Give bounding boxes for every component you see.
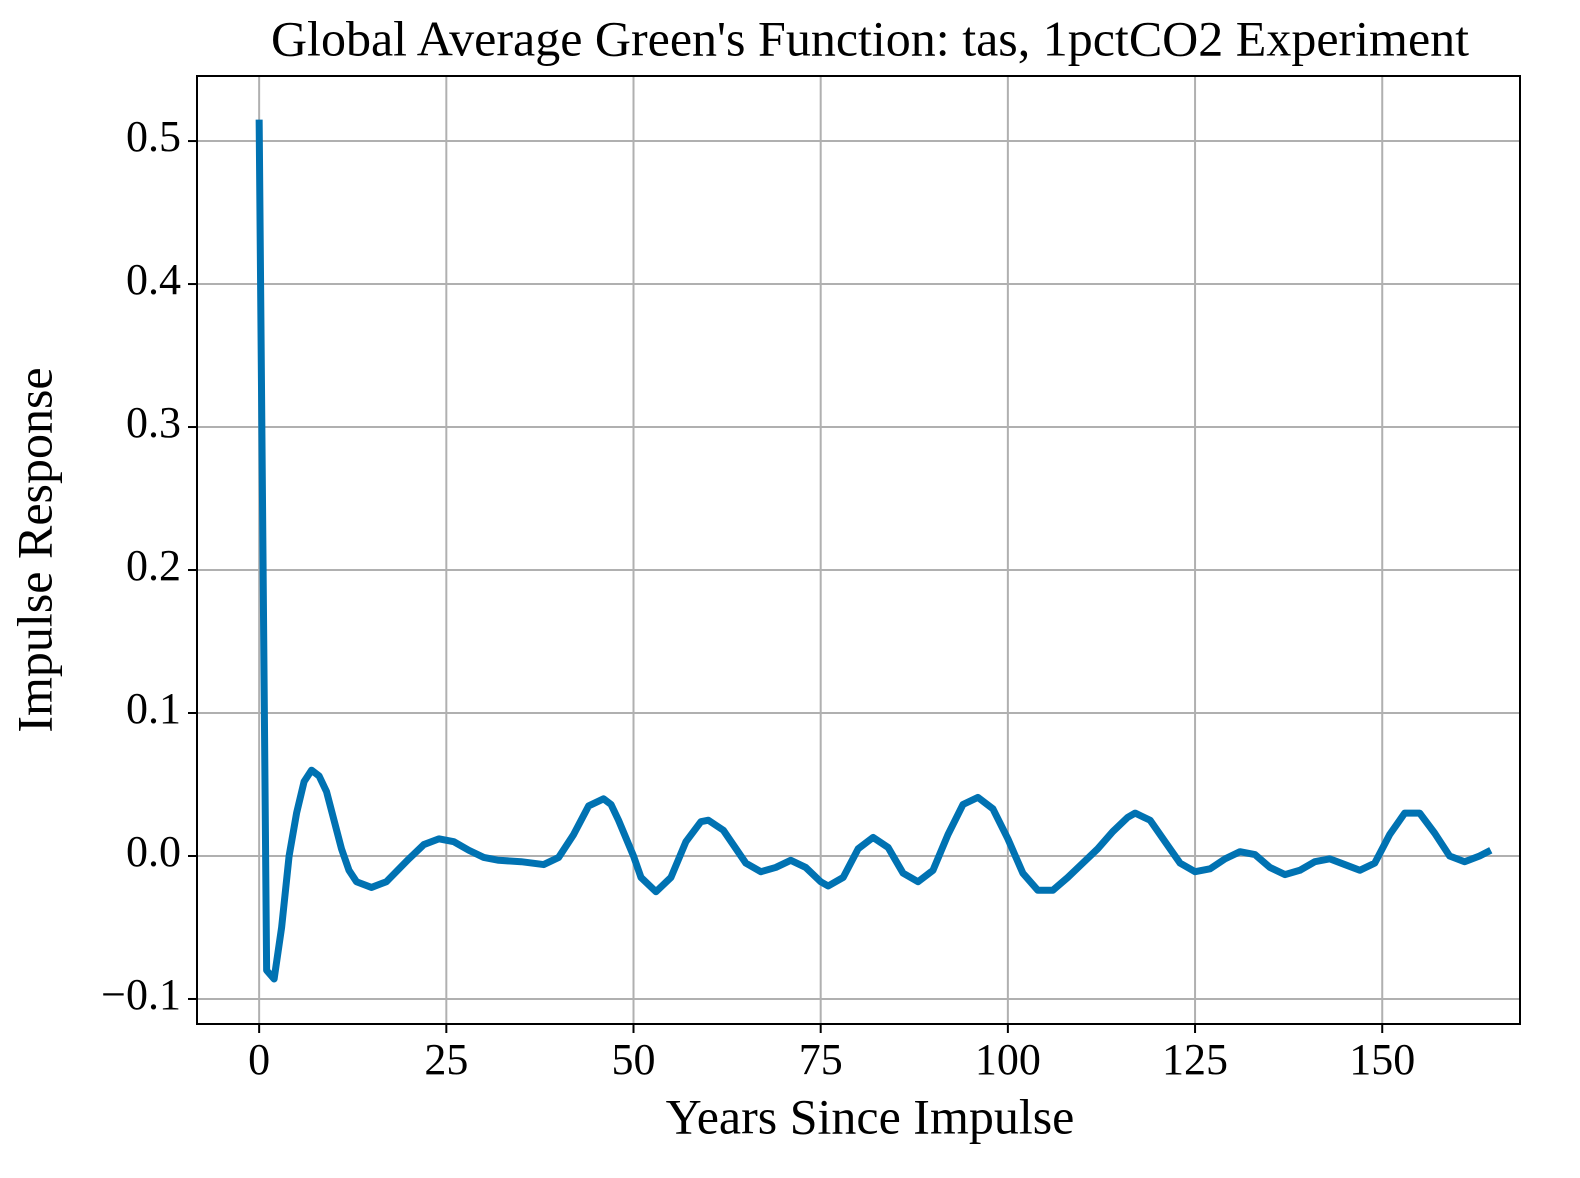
y-tick-label: 0.4 [126,255,181,304]
x-tick-label: 50 [612,1035,656,1084]
x-tick-label: 25 [424,1035,468,1084]
data-line [255,119,1493,983]
plot-frame [196,75,1521,1025]
y-tick-label: 0.5 [126,112,181,161]
y-tick-label: −0.1 [101,970,181,1019]
x-tick-label: 75 [799,1035,843,1084]
x-axis-label: Years Since Impulse [666,1088,1075,1144]
y-tick-label: 0.1 [126,684,181,733]
x-tick-label: 100 [975,1035,1041,1084]
chart-title: Global Average Green's Function: tas, 1p… [271,10,1469,66]
x-tick-label: 125 [1162,1035,1228,1084]
y-tick-label: 0.0 [126,827,181,876]
y-tick-label: 0.2 [126,541,181,590]
y-axis-label: Impulse Response [6,367,62,732]
x-tick-label: 0 [248,1035,270,1084]
x-tick-label: 150 [1349,1035,1415,1084]
y-tick-label: 0.3 [126,398,181,447]
